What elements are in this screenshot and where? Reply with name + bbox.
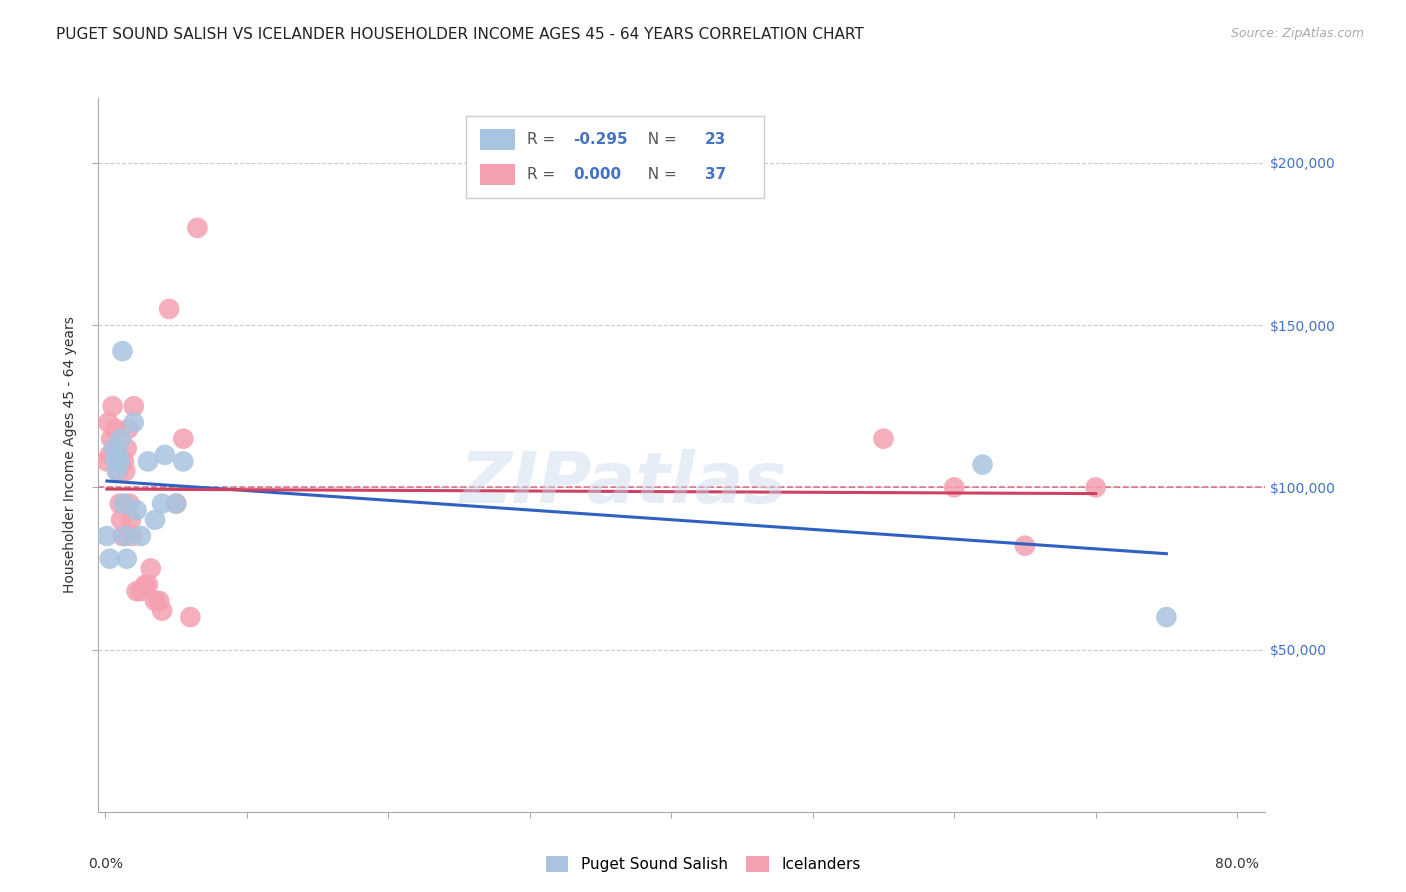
Point — [129, 584, 152, 599]
Point — [150, 604, 173, 618]
Text: -0.295: -0.295 — [574, 132, 628, 147]
Point — [104, 454, 127, 468]
Text: N =: N = — [637, 167, 681, 182]
Point — [120, 513, 142, 527]
Point — [1084, 480, 1107, 494]
Point — [153, 448, 176, 462]
Point — [100, 432, 122, 446]
Point — [121, 529, 143, 543]
Point — [107, 464, 129, 478]
Point — [165, 497, 187, 511]
Point — [165, 497, 187, 511]
Point — [115, 551, 138, 566]
Point — [108, 497, 131, 511]
Point — [96, 454, 118, 468]
Point — [172, 454, 194, 468]
Point — [1156, 610, 1178, 624]
Point — [134, 577, 156, 591]
Point — [98, 551, 121, 566]
Point — [172, 432, 194, 446]
Point — [943, 480, 966, 494]
Legend: Puget Sound Salish, Icelanders: Puget Sound Salish, Icelanders — [538, 848, 868, 880]
Text: 0.000: 0.000 — [574, 167, 621, 182]
Point — [96, 529, 118, 543]
Point — [114, 464, 136, 478]
Point — [136, 577, 159, 591]
Point — [114, 529, 136, 543]
Text: 23: 23 — [706, 132, 727, 147]
Point — [136, 454, 159, 468]
Point — [125, 584, 148, 599]
Point — [103, 442, 125, 456]
FancyBboxPatch shape — [479, 164, 515, 186]
Point — [97, 416, 120, 430]
Point — [118, 497, 141, 511]
Point — [98, 448, 121, 462]
Point — [139, 561, 162, 575]
Point — [117, 422, 139, 436]
Text: Source: ZipAtlas.com: Source: ZipAtlas.com — [1230, 27, 1364, 40]
Point — [104, 422, 127, 436]
Text: 0.0%: 0.0% — [89, 857, 122, 871]
Point — [107, 448, 129, 462]
Point — [186, 220, 208, 235]
Point — [179, 610, 201, 624]
Text: 80.0%: 80.0% — [1215, 857, 1258, 871]
Text: N =: N = — [637, 132, 681, 147]
Point — [148, 594, 170, 608]
Text: PUGET SOUND SALISH VS ICELANDER HOUSEHOLDER INCOME AGES 45 - 64 YEARS CORRELATIO: PUGET SOUND SALISH VS ICELANDER HOUSEHOL… — [56, 27, 865, 42]
Y-axis label: Householder Income Ages 45 - 64 years: Householder Income Ages 45 - 64 years — [63, 317, 77, 593]
FancyBboxPatch shape — [479, 128, 515, 150]
Point — [1014, 539, 1036, 553]
Point — [105, 464, 128, 478]
Point — [110, 432, 132, 446]
Point — [112, 497, 135, 511]
Point — [872, 432, 894, 446]
FancyBboxPatch shape — [465, 116, 763, 198]
Point — [143, 594, 166, 608]
Point — [101, 399, 124, 413]
Point — [111, 529, 134, 543]
Text: R =: R = — [527, 167, 560, 182]
Point — [110, 513, 132, 527]
Point — [125, 503, 148, 517]
Point — [972, 458, 994, 472]
Text: R =: R = — [527, 132, 560, 147]
Point — [150, 497, 173, 511]
Point — [111, 344, 134, 359]
Point — [129, 529, 152, 543]
Point — [108, 454, 131, 468]
Point — [103, 442, 125, 456]
Text: ZIPatlas: ZIPatlas — [460, 449, 787, 518]
Point — [143, 513, 166, 527]
Point — [157, 301, 180, 316]
Text: 37: 37 — [706, 167, 727, 182]
Point — [105, 454, 128, 468]
Point — [112, 454, 135, 468]
Point — [122, 399, 145, 413]
Point — [122, 416, 145, 430]
Point — [115, 442, 138, 456]
